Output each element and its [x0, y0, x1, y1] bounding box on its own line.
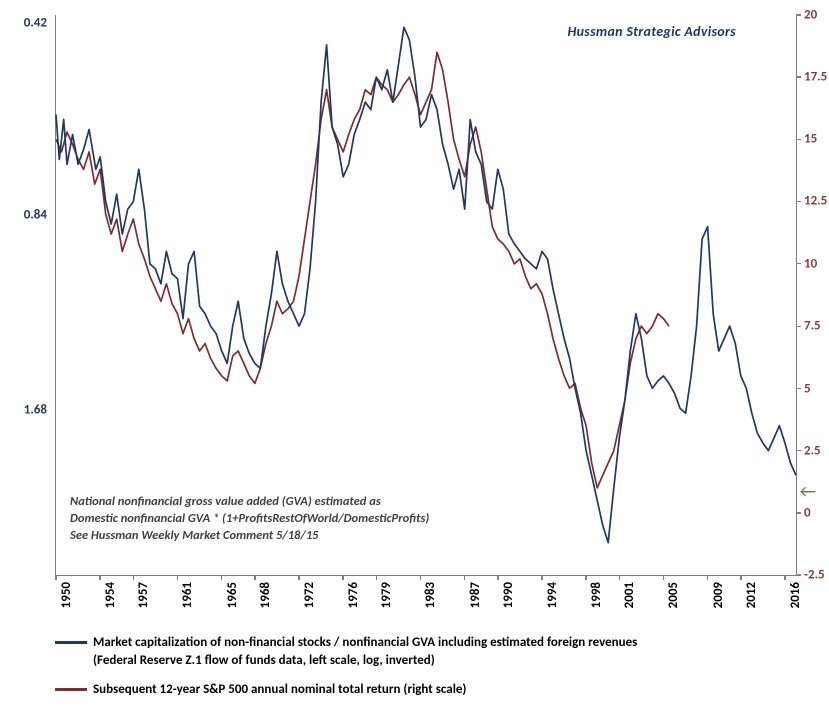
chart-lines-svg [56, 15, 796, 575]
x-tick-label: 1961 [180, 582, 195, 608]
legend-swatch-series2 [55, 688, 87, 691]
footnote-line: National nonfinancial gross value added … [70, 494, 429, 511]
legend-text-line: Subsequent 12-year S&P 500 annual nomina… [93, 681, 466, 699]
y-right-tick-label: -2.5 [804, 568, 825, 583]
y-left-tick-label: 0.84 [24, 207, 47, 222]
footnote-line: Domestic nonfinancial GVA * (1+ProfitsRe… [70, 511, 429, 528]
y-right-tick-label: 15 [804, 132, 817, 147]
y-right-tick-label: 0 [804, 505, 811, 520]
x-tick-label: 1976 [346, 582, 361, 608]
legend: Market capitalization of non-financial s… [55, 634, 815, 699]
x-tick-label: 2012 [744, 582, 759, 608]
legend-item-series2: Subsequent 12-year S&P 500 annual nomina… [55, 681, 815, 699]
x-tick-label: 1965 [225, 582, 240, 608]
y-left-tick-label: 1.68 [24, 402, 47, 417]
y-right-tick-label: 10 [804, 256, 817, 271]
y-axis-left: 0.42 0.84 1.68 [15, 15, 51, 575]
x-tick-label: 1957 [136, 582, 151, 608]
y-right-tick-label: 2.5 [804, 443, 821, 458]
x-tick-label: 2005 [666, 582, 681, 608]
x-tick-label: 1994 [545, 582, 560, 608]
plot-area: Hussman Strategic Advisors National nonf… [55, 15, 797, 576]
legend-text-line: Market capitalization of non-financial s… [93, 634, 637, 652]
footnote: National nonfinancial gross value added … [70, 494, 429, 545]
arrow-marker-icon: ← [800, 480, 816, 502]
y-right-tick-label: 5 [804, 381, 811, 396]
x-tick-label: 1983 [423, 582, 438, 608]
x-tick-label: 1968 [258, 582, 273, 608]
legend-swatch-series1 [55, 641, 87, 644]
y-right-tick-label: 7.5 [804, 319, 821, 334]
y-right-tick-label: 17.5 [804, 70, 827, 85]
x-tick-label: 1979 [379, 582, 394, 608]
y-right-tick-label: 12.5 [804, 194, 827, 209]
x-tick-label: 1987 [468, 582, 483, 608]
y-left-tick-label: 0.42 [24, 16, 47, 31]
footnote-line: See Hussman Weekly Market Comment 5/18/1… [70, 528, 429, 545]
x-tick-label: 2009 [711, 582, 726, 608]
x-tick-label: 1950 [59, 582, 74, 608]
chart-container: 0.42 0.84 1.68 Hussman Strategic Advisors … [15, 15, 815, 699]
x-tick-label: 1972 [302, 582, 317, 608]
legend-text-line: (Federal Reserve Z.1 flow of funds data,… [93, 652, 637, 670]
x-tick-label: 2001 [622, 582, 637, 608]
x-tick-label: 1954 [103, 582, 118, 608]
x-tick-label: 1990 [501, 582, 516, 608]
x-tick-label: 2016 [788, 582, 803, 608]
legend-item-series1: Market capitalization of non-financial s… [55, 634, 815, 669]
x-axis: 1950 1954 1957 1961 1965 1968 1972 1976 1979 1983… [55, 579, 795, 629]
y-right-tick-label: 20 [804, 8, 817, 23]
x-tick-label: 1998 [589, 582, 604, 608]
